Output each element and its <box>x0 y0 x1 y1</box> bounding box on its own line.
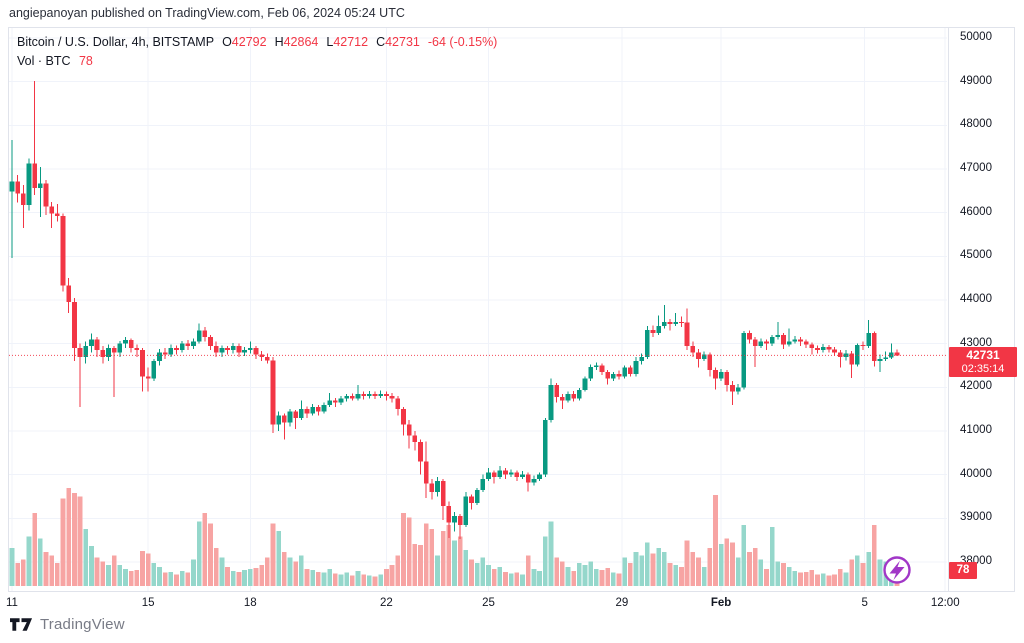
time-axis-label: 22 <box>380 597 393 609</box>
chart-legend: Bitcoin / U.S. Dollar, 4h, BITSTAMP O4279… <box>17 33 497 71</box>
low-label: L <box>326 35 334 49</box>
symbol-title: Bitcoin / U.S. Dollar, 4h, BITSTAMP <box>17 35 215 49</box>
time-axis-label: 12:00 <box>930 597 960 609</box>
close-label: C <box>376 35 386 49</box>
price-axis-label: 48000 <box>960 118 992 131</box>
candlestick-series <box>9 80 900 539</box>
time-axis-label: 11 <box>6 597 18 609</box>
volume-histogram <box>9 488 900 586</box>
time-axis-label: 5 <box>861 597 868 609</box>
change-value: -64 (-0.15%) <box>427 35 498 49</box>
time-axis-label: 25 <box>482 597 495 609</box>
volume-badge: 78 <box>949 562 977 579</box>
time-axis-label: 15 <box>141 597 155 609</box>
price-axis-label: 39000 <box>960 511 992 524</box>
open-label: O <box>222 35 232 49</box>
price-axis-label: 45000 <box>960 249 992 262</box>
price-axis-label: 43000 <box>960 336 992 349</box>
bar-countdown: 02:35:14 <box>961 363 1005 375</box>
grid-lines <box>9 28 947 591</box>
price-axis-label: 49000 <box>960 74 992 87</box>
volume-label: Vol · BTC <box>17 54 71 68</box>
price-axis-label: 44000 <box>960 293 992 305</box>
last-price-badge: 42731 02:35:14 <box>949 347 1017 377</box>
high-value: 42864 <box>283 35 319 49</box>
tradingview-logo[interactable]: TradingView <box>10 616 125 633</box>
low-value: 42712 <box>333 35 369 49</box>
price-axis-label: 46000 <box>960 205 992 218</box>
attribution-text: angiepanoyan published on TradingView.co… <box>9 6 405 20</box>
legend-symbol-row: Bitcoin / U.S. Dollar, 4h, BITSTAMP O4279… <box>17 33 497 52</box>
last-price-value: 42731 <box>966 348 1000 362</box>
price-axis-label: 41000 <box>960 424 992 436</box>
open-value: 42792 <box>231 35 267 49</box>
price-axis-label: 42000 <box>960 380 992 393</box>
time-axis-label: 29 <box>615 597 629 609</box>
time-axis-label: 18 <box>243 597 257 609</box>
volume-value: 78 <box>78 54 93 68</box>
legend-volume-row: Vol · BTC 78 <box>17 52 497 71</box>
tradingview-logo-icon <box>10 618 33 631</box>
tradingview-logo-text: TradingView <box>40 616 125 633</box>
high-label: H <box>274 35 284 49</box>
close-value: 42731 <box>385 35 420 49</box>
price-axis-label: 50000 <box>960 31 992 43</box>
time-axis-label: Feb <box>710 597 732 609</box>
price-axis-label: 47000 <box>960 162 992 174</box>
chart-border <box>8 27 1015 592</box>
flash-button[interactable] <box>883 556 911 584</box>
price-axis-label: 40000 <box>960 467 992 480</box>
